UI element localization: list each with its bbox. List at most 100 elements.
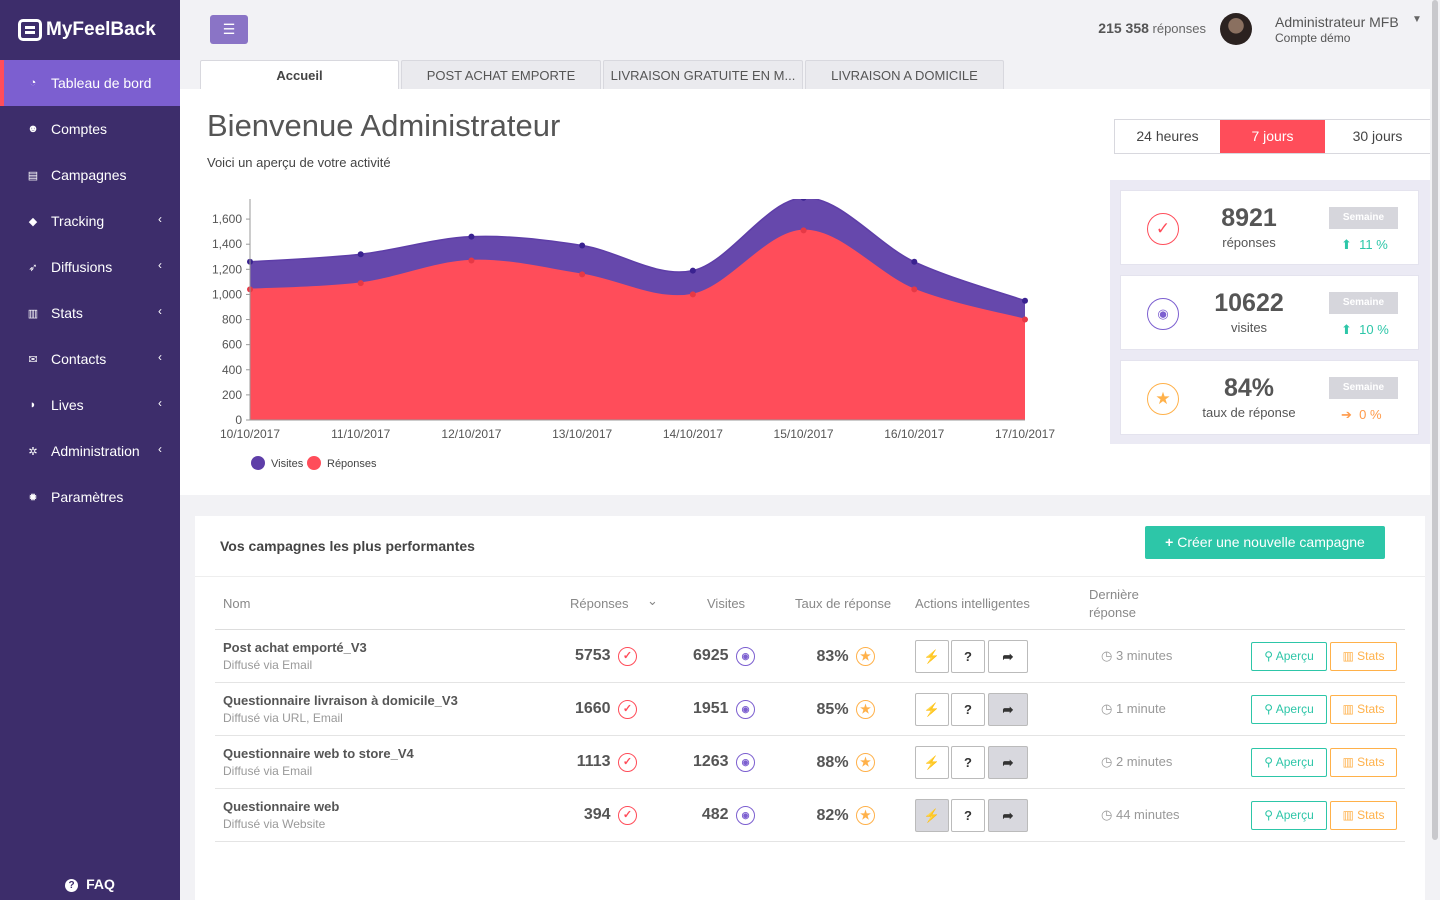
share-icon: ➦ [1002, 755, 1014, 770]
last-response: ◷ 3 minutes [1101, 648, 1172, 664]
responses-value: 5753 [574, 647, 611, 664]
check-circle-icon: ✓ [1147, 213, 1179, 245]
col-header-responses[interactable]: Réponses ⌄ [570, 593, 658, 611]
data-point [800, 199, 807, 201]
gear-icon: ✹ [28, 491, 38, 504]
tab-livraison-domicile[interactable]: LIVRAISON A DOMICILE [805, 60, 1004, 90]
period-7d-button[interactable]: 7 jours [1220, 120, 1325, 153]
campaign-name[interactable]: Questionnaire livraison à domicile_V3 [223, 693, 458, 708]
smart-action-button[interactable]: ➦ [988, 693, 1028, 726]
smart-action-button[interactable]: ⚡ [915, 746, 949, 779]
stats-button[interactable]: ▥ Stats [1330, 695, 1397, 724]
smart-action-button[interactable]: ⚡ [915, 693, 949, 726]
sidebar-item-administration[interactable]: ✲ Administration ‹ [0, 428, 180, 474]
total-responses: 215 358 réponses [1098, 20, 1206, 36]
app-logo[interactable]: MyFeelBack [0, 0, 180, 60]
x-tick-label: 15/10/2017 [774, 427, 834, 441]
smart-action-button[interactable]: ➦ [988, 640, 1028, 673]
stats-button[interactable]: ▥ Stats [1330, 748, 1397, 777]
data-point [1022, 316, 1028, 323]
col-header-rate[interactable]: Taux de réponse [795, 596, 892, 611]
stat-card-responses: ✓ 8921 réponses Semaine ⬆ 11 % [1120, 190, 1419, 265]
data-point [800, 227, 807, 234]
avatar[interactable] [1220, 13, 1252, 45]
sidebar-item-tableau-de-bord[interactable]: ◔ Tableau de bord [0, 60, 180, 106]
sidebar-item-stats[interactable]: ▥ Stats ‹ [0, 290, 180, 336]
user-name[interactable]: Administrateur MFB [1275, 14, 1399, 30]
smart-action-button[interactable]: ➦ [988, 799, 1028, 832]
x-tick-label: 11/10/2017 [331, 427, 390, 441]
x-tick-label: 10/10/2017 [220, 427, 280, 441]
data-point [911, 258, 918, 265]
last-response-value: 2 minutes [1115, 754, 1173, 769]
table-row[interactable]: Questionnaire web to store_V4 Diffusé vi… [215, 736, 1405, 789]
tab-livraison-gratuite[interactable]: LIVRAISON GRATUITE EN M... [603, 60, 803, 90]
sidebar-item-label: Comptes [51, 121, 108, 137]
data-point [689, 267, 696, 274]
faq-label: FAQ [86, 876, 115, 892]
sidebar-item-campagnes[interactable]: ▤ Campagnes [0, 152, 180, 198]
table-row[interactable]: Questionnaire livraison à domicile_V3 Di… [215, 683, 1405, 736]
sidebar-item-label: Stats [51, 305, 83, 321]
responses-value: 394 [583, 806, 611, 823]
scrollbar-thumb[interactable] [1432, 0, 1438, 840]
preview-button[interactable]: ⚲ Aperçu [1251, 642, 1327, 671]
period-selector: 24 heures 7 jours 30 jours [1114, 119, 1431, 154]
tab-post-achat-emporte[interactable]: POST ACHAT EMPORTE [401, 60, 601, 90]
stats-button[interactable]: ▥ Stats [1330, 801, 1397, 830]
period-24h-button[interactable]: 24 heures [1115, 120, 1220, 153]
col-header-last-response[interactable]: Dernière réponse [1089, 587, 1139, 620]
tab-accueil[interactable]: Accueil [200, 60, 399, 90]
menu-toggle-button[interactable]: ☰ [210, 15, 248, 44]
data-point [689, 291, 696, 298]
campaign-name[interactable]: Questionnaire web [223, 799, 340, 814]
col-header-name[interactable]: Nom [223, 596, 251, 611]
preview-button[interactable]: ⚲ Aperçu [1251, 748, 1327, 777]
stats-button[interactable]: ▥ Stats [1330, 642, 1397, 671]
sidebar-item-diffusions[interactable]: ➶ Diffusions ‹ [0, 244, 180, 290]
campaign-name[interactable]: Post achat emporté_V3 [223, 640, 367, 655]
x-tick-label: 14/10/2017 [663, 427, 723, 441]
check-circle-icon: ✓ [618, 647, 637, 666]
series-line-réponses [249, 229, 1026, 321]
y-tick-label: 1,400 [212, 237, 242, 251]
y-tick-label: 200 [222, 388, 242, 402]
table-row[interactable]: Post achat emporté_V3 Diffusé via Email … [215, 630, 1405, 683]
share-icon: ➦ [1002, 702, 1014, 717]
table-row[interactable]: Questionnaire web Diffusé via Website 39… [215, 789, 1405, 842]
app-name: MyFeelBack [46, 19, 156, 40]
page-scrollbar[interactable] [1430, 0, 1440, 900]
top-bar: ☰ 215 358 réponses Administrateur MFB Co… [180, 0, 1430, 60]
caret-down-icon[interactable]: ▼ [1412, 14, 1422, 25]
sort-down-icon[interactable]: ⌄ [647, 593, 658, 608]
sidebar-item-comptes[interactable]: ☻ Comptes [0, 106, 180, 152]
eye-icon: ◉ [736, 700, 755, 719]
preview-button[interactable]: ⚲ Aperçu [1251, 801, 1327, 830]
last-response-value: 1 minute [1115, 701, 1166, 716]
page-subtitle: Voici un aperçu de votre activité [207, 155, 391, 170]
smart-action-button[interactable]: ➦ [988, 746, 1028, 779]
data-point [579, 242, 586, 249]
bar-chart-icon: ▥ [27, 307, 39, 320]
last-response: ◷ 44 minutes [1101, 807, 1180, 823]
smart-action-button[interactable]: ? [951, 799, 985, 832]
create-campaign-button[interactable]: + Créer une nouvelle campagne [1145, 526, 1385, 559]
sidebar-item-lives[interactable]: ◗ Lives ‹ [0, 382, 180, 428]
smart-action-button[interactable]: ⚡ [915, 799, 949, 832]
col-header-visits[interactable]: Visites [707, 596, 746, 611]
lightning-icon: ⚡ [923, 649, 941, 664]
header-divider [215, 629, 1405, 630]
smart-action-button[interactable]: ? [951, 693, 985, 726]
period-30d-button[interactable]: 30 jours [1325, 120, 1430, 153]
smart-action-button[interactable]: ? [951, 746, 985, 779]
sidebar-item-param-tres[interactable]: ✹ Paramètres [0, 474, 180, 520]
smart-action-button[interactable]: ? [951, 640, 985, 673]
sidebar-item-contacts[interactable]: ✉ Contacts ‹ [0, 336, 180, 382]
preview-button[interactable]: ⚲ Aperçu [1251, 695, 1327, 724]
responses-value: 1660 [574, 700, 611, 717]
campaign-name[interactable]: Questionnaire web to store_V4 [223, 746, 414, 761]
smart-action-button[interactable]: ⚡ [915, 640, 949, 673]
faq-link[interactable]: ? FAQ [0, 876, 180, 892]
y-tick-label: 600 [222, 338, 242, 352]
sidebar-item-tracking[interactable]: ◆ Tracking ‹ [0, 198, 180, 244]
